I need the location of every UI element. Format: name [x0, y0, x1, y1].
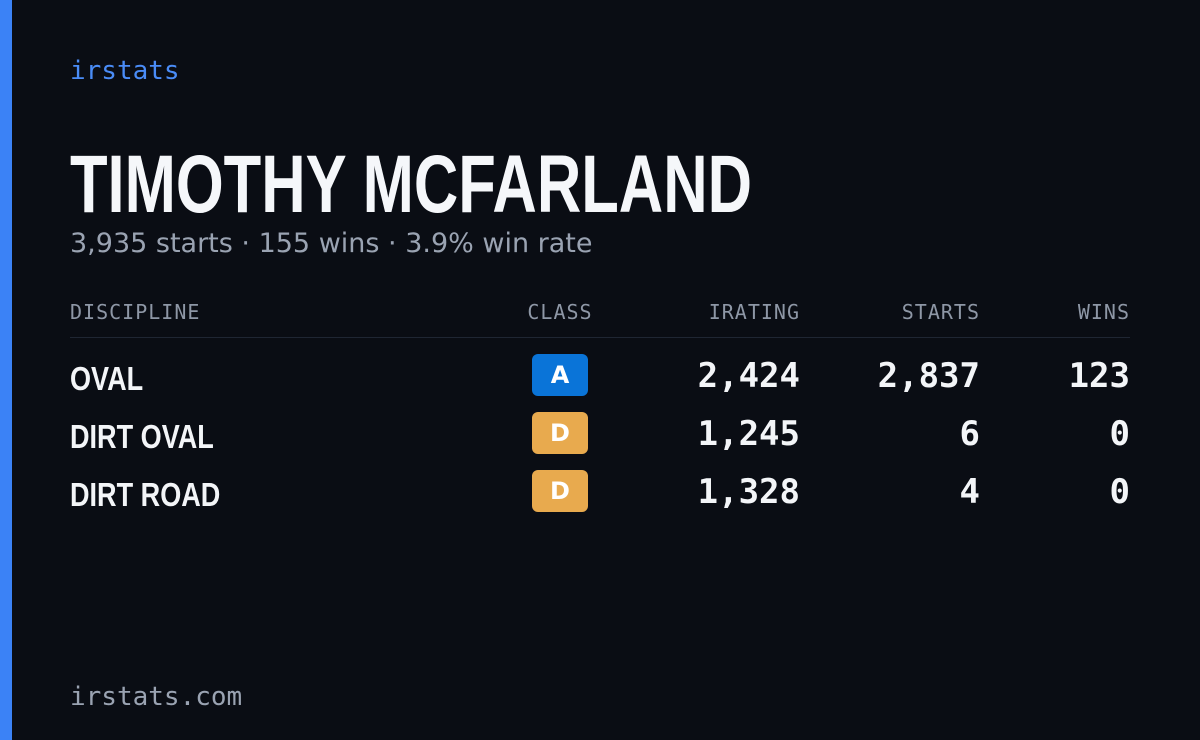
- column-header: IRATING: [708, 300, 800, 324]
- class-badge: D: [532, 470, 588, 512]
- irating: 2,424: [697, 356, 800, 396]
- class-badge: D: [532, 412, 588, 454]
- discipline: DIRT ROAD: [70, 476, 221, 513]
- brand: irstats: [70, 56, 180, 86]
- discipline: DIRT OVAL: [70, 418, 214, 455]
- starts: 2,837: [877, 356, 980, 396]
- class-badge: A: [532, 354, 588, 396]
- wins: 0: [1109, 414, 1130, 454]
- accent-bar: [0, 0, 12, 740]
- player-name-box: TIMOTHY MCFARLAND: [70, 140, 752, 225]
- column-header: WINS: [1077, 300, 1130, 324]
- irating: 1,245: [697, 414, 800, 454]
- column-header: STARTS: [901, 300, 980, 324]
- wins: 123: [1068, 356, 1130, 396]
- footer-site: irstats.com: [70, 682, 243, 712]
- column-header: CLASS: [527, 300, 593, 324]
- discipline: OVAL: [70, 360, 144, 397]
- player-name: TIMOTHY MCFARLAND: [70, 140, 752, 225]
- header-rule: [70, 337, 1130, 338]
- starts: 4: [959, 472, 980, 512]
- irating: 1,328: [697, 472, 800, 512]
- summary: 3,935 starts · 155 wins · 3.9% win rate: [70, 228, 593, 259]
- starts: 6: [959, 414, 980, 454]
- wins: 0: [1109, 472, 1130, 512]
- column-header: DISCIPLINE: [70, 300, 201, 324]
